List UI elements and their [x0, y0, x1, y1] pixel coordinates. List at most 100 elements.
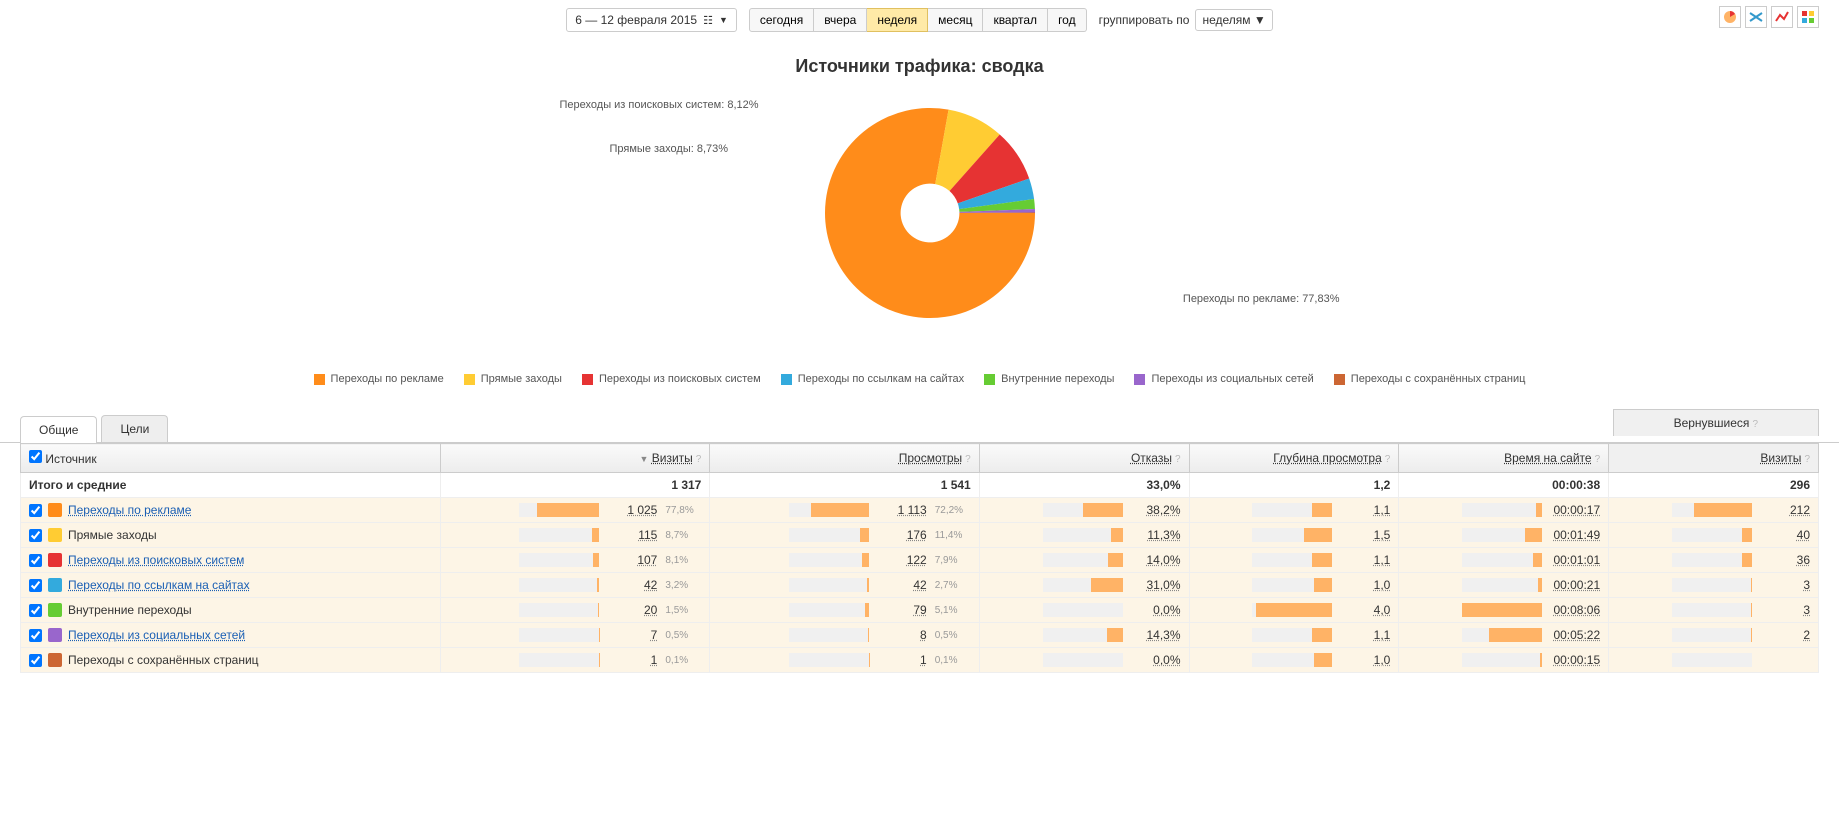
- legend-swatch: [314, 374, 325, 385]
- period-buttons: сегоднявчеранеделямесяцкварталгод: [749, 8, 1087, 32]
- row-checkbox[interactable]: [29, 554, 42, 567]
- col-views[interactable]: Просмотры?: [710, 444, 979, 473]
- chevron-down-icon: ▼: [719, 15, 728, 25]
- cell-views: 422,7%: [710, 573, 979, 598]
- col-source[interactable]: Источник: [21, 444, 441, 473]
- help-icon[interactable]: ?: [1752, 419, 1758, 430]
- table-row: Переходы из поисковых систем 1078,1% 122…: [21, 548, 1819, 573]
- pie-view-icon[interactable]: [1719, 6, 1741, 28]
- legend-label: Переходы с сохранённых страниц: [1351, 373, 1526, 385]
- source-name: Внутренние переходы: [68, 603, 192, 617]
- help-icon[interactable]: ?: [1385, 454, 1391, 465]
- period-btn-неделя[interactable]: неделя: [867, 8, 928, 32]
- source-link[interactable]: Переходы по рекламе: [68, 503, 191, 517]
- period-btn-вчера[interactable]: вчера: [814, 8, 867, 32]
- source-link[interactable]: Переходы из социальных сетей: [68, 628, 245, 642]
- table-row: Переходы по рекламе 1 02577,8% 1 11372,2…: [21, 498, 1819, 523]
- legend-item[interactable]: Прямые заходы: [464, 373, 562, 385]
- col-returning-visits[interactable]: Визиты?: [1609, 444, 1819, 473]
- table-row: Переходы из социальных сетей 70,5% 80,5%…: [21, 623, 1819, 648]
- date-range-picker[interactable]: 6 — 12 февраля 2015 ☷ ▼: [566, 8, 737, 32]
- totals-row: Итого и средние 1 317 1 541 33,0% 1,2 00…: [21, 473, 1819, 498]
- cell-depth: 1,0: [1189, 573, 1399, 598]
- legend-item[interactable]: Переходы из поисковых систем: [582, 373, 761, 385]
- cell-visits: 201,5%: [441, 598, 710, 623]
- cell-visits: 1 02577,8%: [441, 498, 710, 523]
- table-row: Внутренние переходы 201,5% 795,1% 0,0% 4…: [21, 598, 1819, 623]
- cell-time: 00:00:17: [1399, 498, 1609, 523]
- cell-depth: 1,1: [1189, 548, 1399, 573]
- cell-views: 80,5%: [710, 623, 979, 648]
- cell-ret: 212: [1609, 498, 1819, 523]
- help-icon[interactable]: ?: [1804, 454, 1810, 465]
- tabs-row: ОбщиеЦели: [0, 415, 1839, 443]
- legend-swatch: [582, 374, 593, 385]
- period-btn-сегодня[interactable]: сегодня: [749, 8, 814, 32]
- legend-item[interactable]: Внутренние переходы: [984, 373, 1114, 385]
- legend-item[interactable]: Переходы с сохранённых страниц: [1334, 373, 1526, 385]
- help-icon[interactable]: ?: [965, 454, 971, 465]
- totals-depth: 1,2: [1189, 473, 1399, 498]
- cell-depth: 1,0: [1189, 648, 1399, 673]
- source-icon: [48, 603, 62, 617]
- source-name: Прямые заходы: [68, 528, 157, 542]
- row-checkbox[interactable]: [29, 504, 42, 517]
- source-link[interactable]: Переходы из поисковых систем: [68, 553, 244, 567]
- line-view-icon[interactable]: [1771, 6, 1793, 28]
- group-by-select[interactable]: неделям ▼: [1195, 9, 1272, 31]
- cell-visits: 1078,1%: [441, 548, 710, 573]
- source-icon: [48, 503, 62, 517]
- tab-Цели[interactable]: Цели: [101, 415, 168, 442]
- period-btn-месяц[interactable]: месяц: [928, 8, 983, 32]
- chart-title: Источники трафика: сводка: [0, 56, 1839, 77]
- cell-views: 1227,9%: [710, 548, 979, 573]
- legend-item[interactable]: Переходы из социальных сетей: [1134, 373, 1313, 385]
- legend-item[interactable]: Переходы по ссылкам на сайтах: [781, 373, 964, 385]
- cell-time: 00:08:06: [1399, 598, 1609, 623]
- cell-bounce: 38,2%: [979, 498, 1189, 523]
- col-visits[interactable]: ▼ Визиты?: [441, 444, 710, 473]
- source-icon: [48, 553, 62, 567]
- col-time[interactable]: Время на сайте?: [1399, 444, 1609, 473]
- select-all-checkbox[interactable]: [29, 450, 42, 463]
- cell-depth: 1,5: [1189, 523, 1399, 548]
- source-name: Переходы с сохранённых страниц: [68, 653, 259, 667]
- source-link[interactable]: Переходы по ссылкам на сайтах: [68, 578, 250, 592]
- cell-depth: 1,1: [1189, 623, 1399, 648]
- tab-Общие[interactable]: Общие: [20, 416, 97, 443]
- cell-visits: 1158,7%: [441, 523, 710, 548]
- row-checkbox[interactable]: [29, 579, 42, 592]
- cell-time: 00:01:49: [1399, 523, 1609, 548]
- cell-bounce: 11,3%: [979, 523, 1189, 548]
- crossed-view-icon[interactable]: [1745, 6, 1767, 28]
- source-icon: [48, 653, 62, 667]
- cell-ret: [1609, 648, 1819, 673]
- chart-legend: Переходы по рекламе Прямые заходы Переходы…: [0, 373, 1839, 385]
- row-checkbox[interactable]: [29, 654, 42, 667]
- cell-depth: 4,0: [1189, 598, 1399, 623]
- period-btn-квартал[interactable]: квартал: [983, 8, 1048, 32]
- row-checkbox[interactable]: [29, 629, 42, 642]
- cell-bounce: 31,0%: [979, 573, 1189, 598]
- period-btn-год[interactable]: год: [1048, 8, 1087, 32]
- totals-views: 1 541: [710, 473, 979, 498]
- callout-direct: Прямые заходы: 8,73%: [610, 143, 729, 155]
- totals-visits: 1 317: [441, 473, 710, 498]
- totals-time: 00:00:38: [1399, 473, 1609, 498]
- col-depth[interactable]: Глубина просмотра?: [1189, 444, 1399, 473]
- row-checkbox[interactable]: [29, 529, 42, 542]
- legend-item[interactable]: Переходы по рекламе: [314, 373, 444, 385]
- help-icon[interactable]: ?: [696, 454, 702, 465]
- chart-area: Переходы по рекламе: 77,83% Прямые заход…: [0, 93, 1839, 353]
- legend-swatch: [1334, 374, 1345, 385]
- grid-view-icon[interactable]: [1797, 6, 1819, 28]
- col-bounce[interactable]: Отказы?: [979, 444, 1189, 473]
- cell-ret: 3: [1609, 598, 1819, 623]
- cell-visits: 423,2%: [441, 573, 710, 598]
- help-icon[interactable]: ?: [1595, 454, 1601, 465]
- cell-depth: 1,1: [1189, 498, 1399, 523]
- cell-visits: 70,5%: [441, 623, 710, 648]
- row-checkbox[interactable]: [29, 604, 42, 617]
- help-icon[interactable]: ?: [1175, 454, 1181, 465]
- totals-ret: 296: [1609, 473, 1819, 498]
